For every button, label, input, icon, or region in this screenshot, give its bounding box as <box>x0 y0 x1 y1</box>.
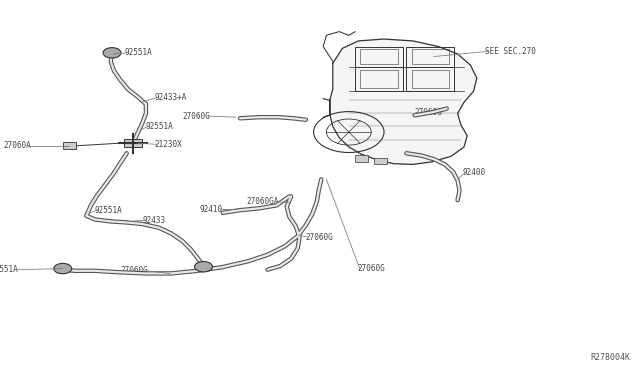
Text: 92551A: 92551A <box>0 265 18 274</box>
Bar <box>412 70 449 88</box>
Bar <box>360 70 398 88</box>
Bar <box>406 46 454 67</box>
Bar <box>412 49 449 64</box>
Text: 27060GA: 27060GA <box>246 197 278 206</box>
Text: 92433: 92433 <box>142 216 165 225</box>
Bar <box>406 67 454 91</box>
Text: 27060G: 27060G <box>121 266 148 275</box>
Text: 92433+A: 92433+A <box>155 93 188 102</box>
Bar <box>374 158 387 164</box>
Text: 27060A: 27060A <box>3 141 31 150</box>
Text: 27060G: 27060G <box>415 108 442 117</box>
Text: R278004K: R278004K <box>590 353 630 362</box>
Bar <box>360 49 398 64</box>
Circle shape <box>103 48 121 58</box>
Text: 92410: 92410 <box>200 205 223 214</box>
Bar <box>355 67 403 91</box>
Text: 92551A: 92551A <box>125 48 152 57</box>
Text: 92551A: 92551A <box>146 122 173 131</box>
Bar <box>124 139 142 147</box>
Bar <box>355 46 403 67</box>
Circle shape <box>195 262 212 272</box>
Text: 27060G: 27060G <box>306 233 333 242</box>
Text: 21230X: 21230X <box>155 140 182 149</box>
Polygon shape <box>330 39 477 164</box>
Text: 27060G: 27060G <box>182 112 210 121</box>
Circle shape <box>54 263 72 274</box>
Text: SEE SEC.270: SEE SEC.270 <box>485 47 536 56</box>
Bar <box>63 142 76 149</box>
Text: 92551A: 92551A <box>95 206 122 215</box>
Text: 27060G: 27060G <box>357 264 385 273</box>
Bar <box>355 155 368 162</box>
Text: 92400: 92400 <box>462 169 485 177</box>
